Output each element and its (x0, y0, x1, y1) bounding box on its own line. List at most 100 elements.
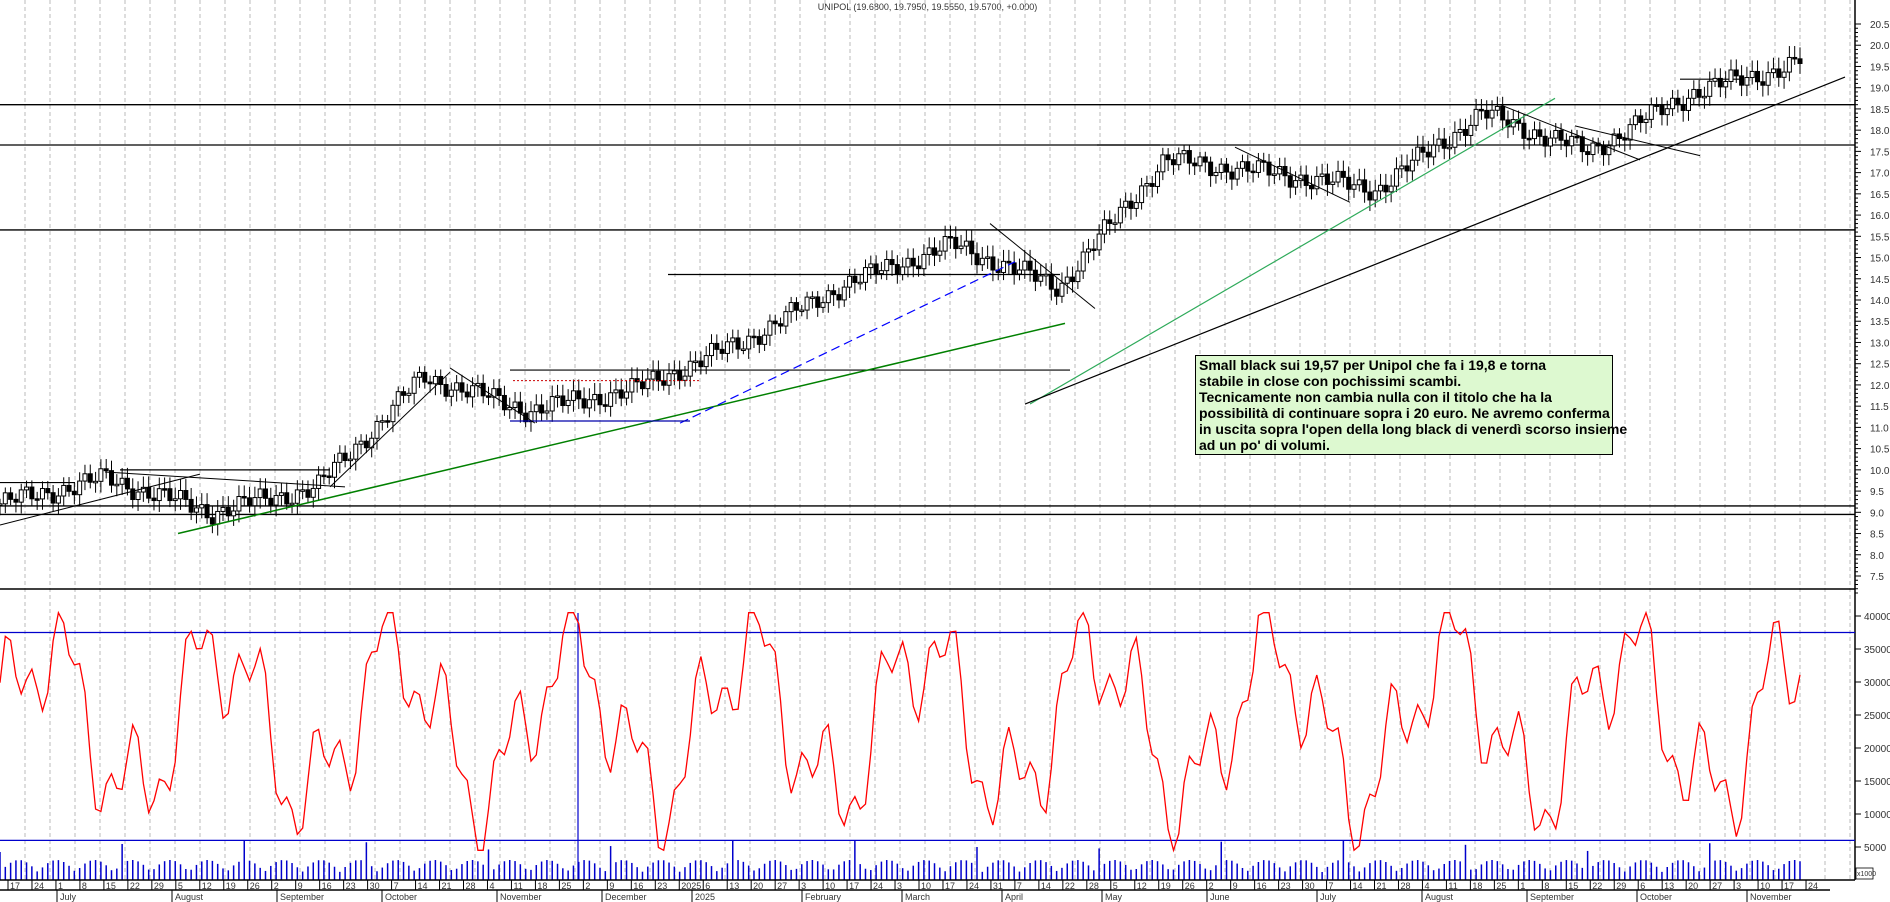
date-tick-label: 4 (1424, 881, 1429, 891)
date-tick-label: 9 (609, 881, 614, 891)
date-tick-label: 8 (82, 881, 87, 891)
date-tick-label: 14 (418, 881, 428, 891)
date-tick-label: 26 (250, 881, 260, 891)
price-tick-label: 9.0 (1870, 508, 1884, 519)
candles (0, 46, 1803, 536)
date-tick-label: 22 (1592, 881, 1602, 891)
month-label: December (605, 892, 647, 902)
date-tick-label: 2 (1209, 881, 1214, 891)
annotation-line: in uscita sopra l'open della long black … (1199, 421, 1628, 437)
indicator-tick-label: 10000 (1864, 810, 1890, 821)
date-tick-label: 28 (1400, 881, 1410, 891)
date-tick-label: 10 (921, 881, 931, 891)
date-tick-label: 18 (1472, 881, 1482, 891)
month-label: October (1640, 892, 1672, 902)
green-trendline (177, 322, 1066, 535)
date-tick-label: 2 (274, 881, 279, 891)
price-tick-label: 16.5 (1870, 190, 1890, 201)
price-tick-label: 14.0 (1870, 296, 1890, 307)
price-tick-label: 13.5 (1870, 317, 1890, 328)
date-tick-label: 25 (1496, 881, 1506, 891)
date-tick-label: 15 (106, 881, 116, 891)
date-tick-label: 17 (1784, 881, 1794, 891)
date-tick-label: 11 (513, 881, 522, 891)
price-tick-label: 19.5 (1870, 62, 1890, 73)
price-tick-label: 9.5 (1870, 487, 1884, 498)
month-label: February (805, 892, 842, 902)
annotation-line: stabile in close con pochissimi scambi. (1199, 373, 1462, 389)
month-label: November (500, 892, 542, 902)
month-label: September (1530, 892, 1574, 902)
date-tick-label: 10 (825, 881, 835, 891)
date-tick-label: 16 (633, 881, 643, 891)
price-tick-label: 10.0 (1870, 466, 1890, 477)
indicator-tick-label: 15000 (1864, 777, 1890, 788)
month-label: May (1105, 892, 1123, 902)
date-tick-label: 14 (1041, 881, 1051, 891)
volume-bars (0, 840, 1801, 880)
price-tick-label: 15.5 (1870, 232, 1890, 243)
price-tick-label: 15.0 (1870, 254, 1890, 265)
date-tick-label: 25 (561, 881, 571, 891)
price-tick-label: 11.0 (1870, 423, 1889, 434)
indicator-tick-label: 25000 (1864, 711, 1890, 722)
price-tick-label: 20.5 (1870, 20, 1890, 31)
date-tick-label: 2025 (681, 881, 701, 891)
analysis-annotation: Small black sui 19,57 per Unipol che fa … (1195, 355, 1628, 455)
long-uptrend-line (1024, 76, 1846, 405)
date-tick-label: 31 (993, 881, 1003, 891)
date-tick-label: 3 (1736, 881, 1741, 891)
date-tick-label: 17 (849, 881, 859, 891)
price-tick-label: 7.5 (1870, 572, 1884, 583)
date-tick-label: 12 (202, 881, 212, 891)
price-tick-label: 10.5 (1870, 445, 1890, 456)
price-tick-label: 17.0 (1870, 169, 1890, 180)
price-tick-label: 12.0 (1870, 381, 1890, 392)
date-tick-label: 13 (729, 881, 739, 891)
date-tick-label: 7 (1329, 881, 1334, 891)
date-tick-label: 3 (801, 881, 806, 891)
date-tick-label: 8 (1544, 881, 1549, 891)
annotation-line: ad un po' di volumi. (1199, 437, 1330, 453)
date-tick-label: 28 (466, 881, 476, 891)
indicator-tick-label: 5000 (1864, 843, 1887, 854)
date-tick-label: 5 (1113, 881, 1118, 891)
date-tick-label: 2 (585, 881, 590, 891)
price-tick-label: 20.0 (1870, 41, 1890, 52)
annotation-line: Small black sui 19,57 per Unipol che fa … (1199, 357, 1547, 373)
date-tick-label: 6 (705, 881, 710, 891)
month-label: October (385, 892, 417, 902)
date-tick-label: 28 (1089, 881, 1099, 891)
date-tick-label: 23 (1281, 881, 1291, 891)
indicator-tick-label: 30000 (1864, 678, 1890, 689)
price-tick-label: 11.5 (1870, 402, 1889, 413)
month-label: March (905, 892, 930, 902)
date-tick-label: 24 (969, 881, 979, 891)
annotation-line: possibilità di continuare sopra i 20 eur… (1199, 405, 1610, 421)
date-tick-label: 7 (1017, 881, 1022, 891)
indicator-line (0, 610, 1801, 853)
price-tick-label: 13.0 (1870, 338, 1890, 349)
price-tick-label: 8.5 (1870, 530, 1884, 541)
price-tick-label: 18.0 (1870, 126, 1890, 137)
date-tick-label: 17 (945, 881, 955, 891)
date-tick-label: 6 (1640, 881, 1645, 891)
date-tick-label: 9 (298, 881, 303, 891)
price-tick-label: 16.0 (1870, 211, 1890, 222)
month-label: July (1320, 892, 1337, 902)
price-tick-label: 12.5 (1870, 360, 1890, 371)
date-tick-label: 1 (1520, 881, 1525, 891)
date-tick-label: 15 (1568, 881, 1578, 891)
indicator-tick-label: 40000 (1864, 612, 1890, 623)
date-tick-label: 3 (897, 881, 902, 891)
month-label: June (1210, 892, 1230, 902)
month-label: August (1425, 892, 1454, 902)
date-tick-label: 21 (442, 881, 452, 891)
light-green-trendline (1029, 97, 1556, 405)
date-tick-label: 1 (58, 881, 63, 891)
price-tick-label: 8.0 (1870, 551, 1884, 562)
date-tick-label: 19 (1161, 881, 1171, 891)
price-tick-label: 18.5 (1870, 105, 1890, 116)
date-tick-label: 24 (34, 881, 44, 891)
